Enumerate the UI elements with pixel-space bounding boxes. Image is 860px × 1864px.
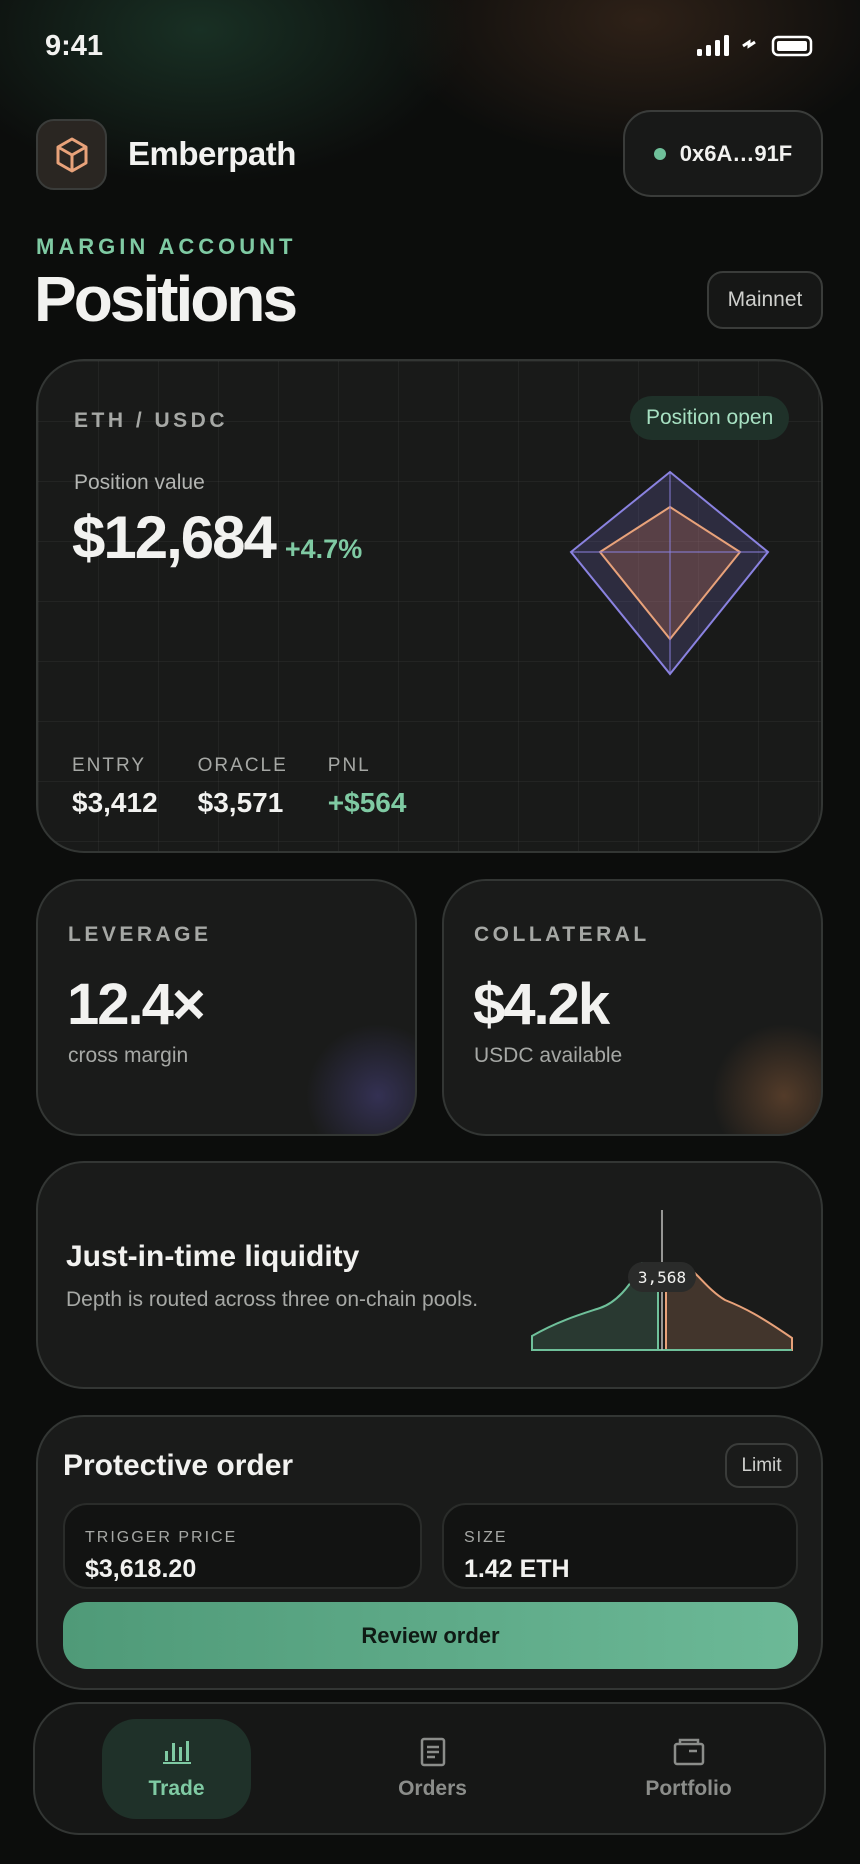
review-button[interactable]: Review order (63, 1602, 798, 1669)
order-field[interactable]: TRIGGER PRICE $3,618.20 (63, 1503, 422, 1589)
status-time: 9:41 (45, 30, 104, 62)
stat: ORACLE $3,571 (198, 755, 288, 819)
metric-caption: USDC available (474, 1044, 623, 1067)
field-value: $3,618.20 (85, 1555, 197, 1583)
metric-label: COLLATERAL (474, 923, 650, 946)
liquidity-card: Just-in-time liquidity Depth is routed a… (36, 1161, 823, 1389)
wallet-status-dot (653, 147, 666, 160)
liquidity-subtitle: Depth is routed across three on-chain po… (66, 1288, 479, 1311)
order-card: Protective order Limit TRIGGER PRICE $3,6… (36, 1415, 823, 1690)
stat: ENTRY $3,412 (72, 755, 158, 819)
logo-icon (56, 137, 87, 172)
app-name: Emberpath (128, 135, 296, 172)
stat-label: ORACLE (197, 755, 288, 776)
tab[interactable]: Orders (358, 1719, 507, 1819)
stat-value: $3,412 (72, 787, 158, 818)
depth-label: 3,568 (628, 1262, 696, 1292)
order-title: Protective order (63, 1449, 294, 1482)
wallet-button[interactable]: 0x6A…91F (623, 110, 823, 197)
value-row: $12,684 +4.7% (72, 503, 362, 572)
tab-icon (162, 1741, 191, 1764)
stats-row: ENTRY $3,412 ORACLE $3,571 PNL +$564 (72, 755, 406, 819)
tab-label: Portfolio (645, 1777, 732, 1800)
wallet-address: 0x6A…91F (679, 140, 793, 166)
tab-icon (673, 1738, 704, 1766)
page-title: Positions (34, 263, 298, 335)
tab-icon (420, 1737, 445, 1767)
app-logo (36, 119, 107, 190)
field-label: TRIGGER PRICE (85, 1529, 238, 1546)
stat-value: $3,571 (197, 787, 284, 818)
stat-label: PNL (327, 755, 371, 776)
tab[interactable]: Trade (102, 1719, 251, 1819)
risk-diamond (569, 470, 770, 676)
value-label: Position value (74, 471, 205, 494)
metric-card: COLLATERAL $4.2k USDC available (442, 879, 823, 1136)
metric-label: LEVERAGE (68, 923, 212, 946)
metric-value: $4.2k (473, 972, 610, 1037)
position-change: +4.7% (284, 534, 363, 564)
metric-value: 12.4× (67, 972, 206, 1037)
field-value: 1.42 ETH (464, 1555, 570, 1583)
position-card: ETH / USDC Position open Position value … (36, 359, 823, 853)
status-badge: Position open (630, 396, 790, 440)
status-icons (697, 35, 813, 57)
position-value: $12,684 (72, 504, 277, 571)
stat-label: ENTRY (72, 755, 147, 776)
tab-label: Orders (398, 1777, 467, 1800)
liquidity-title: Just-in-time liquidity (66, 1240, 360, 1273)
order-field[interactable]: SIZE 1.42 ETH (442, 1503, 798, 1589)
metric-card: LEVERAGE 12.4× cross margin (36, 879, 417, 1136)
metric-caption: cross margin (68, 1044, 189, 1067)
field-label: SIZE (464, 1529, 508, 1546)
network-pill[interactable]: Mainnet (707, 271, 823, 329)
stat-value: +$564 (327, 787, 407, 818)
stat: PNL +$564 (328, 755, 407, 819)
tab-label: Trade (148, 1777, 205, 1800)
tab-bar: Trade Orders Portfolio (33, 1702, 826, 1835)
order-mode[interactable]: Limit (725, 1443, 798, 1488)
pair: ETH / USDC (74, 409, 229, 432)
eyebrow: MARGIN ACCOUNT (36, 234, 297, 259)
tab[interactable]: Portfolio (614, 1719, 763, 1819)
